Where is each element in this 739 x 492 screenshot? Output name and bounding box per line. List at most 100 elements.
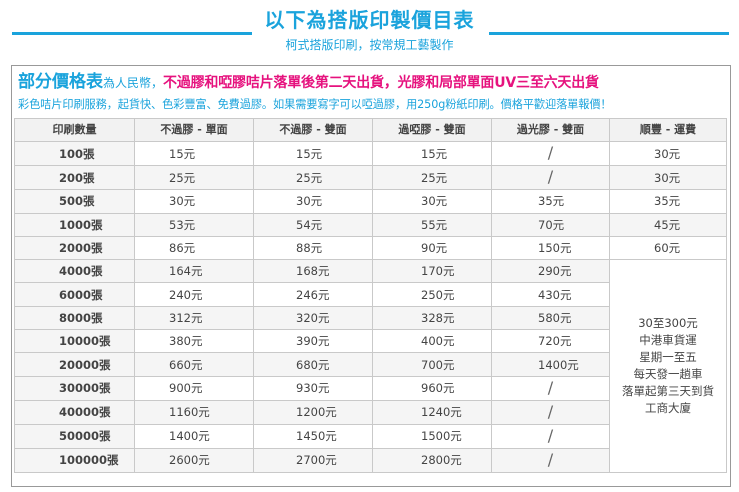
section-title: 部分價格表: [18, 72, 103, 92]
table-row: 2000張 86元 88元 90元 150元 60元: [14, 235, 727, 261]
price-cell: 55元: [372, 212, 492, 237]
price-cell: 25元: [253, 165, 373, 191]
column-header: 順豐 - 運費: [609, 117, 727, 143]
shipping-note-line: 每天發一趟車: [633, 366, 703, 381]
page-header: 以下為搭版印製價目表 柯式搭版印刷，按常規工藝製作: [0, 0, 739, 60]
currency-note: 為人民幣，: [103, 76, 164, 90]
column-header: 印刷數量: [14, 117, 135, 143]
not-available-mark: /: [547, 143, 554, 163]
price-cell: 35元: [491, 189, 610, 214]
price-cell: 164元: [134, 259, 254, 284]
price-cell: 240元: [134, 282, 254, 307]
price-panel: 部分價格表為人民幣，不過膠和啞膠咭片落單後第二天出貨，光膠和局部單面UV三至六天…: [11, 65, 731, 487]
price-cell: 2800元: [372, 447, 492, 473]
price-cell: /: [491, 423, 610, 449]
column-header: 不過膠 - 雙面: [253, 117, 373, 143]
quantity-cell: 100000張: [14, 447, 135, 473]
price-cell: 720元: [491, 329, 610, 354]
price-cell: 960元: [372, 375, 492, 401]
not-available-mark: /: [547, 425, 554, 445]
price-cell: /: [491, 399, 610, 425]
price-table: 印刷數量 不過膠 - 單面 不過膠 - 雙面 過啞膠 - 雙面 過光膠 - 雙面…: [14, 117, 727, 473]
section-heading: 部分價格表為人民幣，不過膠和啞膠咭片落單後第二天出貨，光膠和局部單面UV三至六天…: [18, 71, 599, 94]
table-row: 8000張 312元 320元 328元 580元: [14, 305, 727, 331]
column-header: 不過膠 - 單面: [134, 117, 254, 143]
quantity-cell: 50000張: [14, 423, 135, 449]
price-cell: 700元: [372, 352, 492, 377]
shipping-note-cell: 30至300元 中港車貨運 星期一至五 每天發一趟車 落單起第三天到貨 工商大廈: [609, 259, 727, 473]
price-cell: /: [491, 141, 610, 167]
price-cell: 150元: [491, 235, 610, 261]
price-cell: 1400元: [491, 352, 610, 377]
page-subtitle: 柯式搭版印刷，按常規工藝製作: [285, 38, 454, 52]
quantity-cell: 30000張: [14, 375, 135, 401]
price-cell: 660元: [134, 352, 254, 377]
quantity-cell: 40000張: [14, 399, 135, 425]
price-cell: 400元: [372, 329, 492, 354]
price-cell: 430元: [491, 282, 610, 307]
column-header: 過光膠 - 雙面: [491, 117, 610, 143]
header-rule-right: [489, 32, 729, 35]
price-cell: 54元: [253, 212, 373, 237]
price-cell: 900元: [134, 375, 254, 401]
header-rule-left: [12, 32, 252, 35]
price-cell: 380元: [134, 329, 254, 354]
price-cell: 30元: [253, 189, 373, 214]
price-cell: 25元: [134, 165, 254, 191]
price-cell: 15元: [134, 141, 254, 167]
shipping-cell: 35元: [609, 189, 727, 214]
price-cell: /: [491, 165, 610, 191]
price-cell: 86元: [134, 235, 254, 261]
shipping-cell: 30元: [609, 141, 727, 167]
service-description: 彩色咭片印刷服務，起貨快、色彩豐富、免費過膠。如果需要寫字可以啞過膠，用250g…: [18, 98, 612, 111]
table-row: 4000張 164元 168元 170元 290元 30至300元 中港車貨運 …: [14, 259, 727, 473]
shipping-cell: 60元: [609, 235, 727, 261]
quantity-cell: 2000張: [14, 235, 135, 261]
price-cell: 1400元: [134, 423, 254, 449]
quantity-cell: 500張: [14, 189, 135, 214]
shipping-note-line: 落單起第三天到貨: [622, 383, 714, 398]
not-available-mark: /: [547, 377, 554, 397]
price-cell: 88元: [253, 235, 373, 261]
price-cell: 246元: [253, 282, 373, 307]
price-cell: 1200元: [253, 399, 373, 425]
price-cell: 312元: [134, 305, 254, 331]
table-row: 100000張 2600元 2700元 2800元 /: [14, 447, 727, 473]
price-cell: 320元: [253, 305, 373, 331]
table-row: 200張 25元 25元 25元 / 30元: [14, 165, 727, 191]
price-cell: 25元: [372, 165, 492, 191]
not-available-mark: /: [547, 167, 554, 187]
price-cell: 1500元: [372, 423, 492, 449]
quantity-cell: 8000張: [14, 305, 135, 331]
price-cell: 2700元: [253, 447, 373, 473]
price-cell: 53元: [134, 212, 254, 237]
price-cell: 290元: [491, 259, 610, 284]
column-header: 過啞膠 - 雙面: [372, 117, 492, 143]
price-cell: 30元: [134, 189, 254, 214]
not-available-mark: /: [547, 401, 554, 421]
table-row: 20000張 660元 680元 700元 1400元: [14, 352, 727, 377]
not-available-mark: /: [547, 449, 554, 469]
price-cell: 1450元: [253, 423, 373, 449]
table-row: 1000張 53元 54元 55元 70元 45元: [14, 212, 727, 237]
table-row: 100張 15元 15元 15元 / 30元: [14, 141, 727, 167]
quantity-cell: 200張: [14, 165, 135, 191]
price-cell: 250元: [372, 282, 492, 307]
quantity-cell: 6000張: [14, 282, 135, 307]
table-row: 40000張 1160元 1200元 1240元 /: [14, 399, 727, 425]
price-cell: 15元: [253, 141, 373, 167]
price-cell: 2600元: [134, 447, 254, 473]
delivery-notice: 不過膠和啞膠咭片落單後第二天出貨，光膠和局部單面UV三至六天出貨: [163, 75, 599, 91]
shipping-note-line: 星期一至五: [639, 349, 697, 364]
price-cell: /: [491, 447, 610, 473]
shipping-cell: 45元: [609, 212, 727, 237]
quantity-cell: 100張: [14, 141, 135, 167]
table-header-row: 印刷數量 不過膠 - 單面 不過膠 - 雙面 過啞膠 - 雙面 過光膠 - 雙面…: [14, 117, 727, 143]
price-cell: /: [491, 375, 610, 401]
table-row: 6000張 240元 246元 250元 430元: [14, 282, 727, 307]
shipping-cell: 30元: [609, 165, 727, 191]
price-cell: 680元: [253, 352, 373, 377]
quantity-cell: 20000張: [14, 352, 135, 377]
price-cell: 90元: [372, 235, 492, 261]
shipping-note-line: 中港車貨運: [639, 332, 697, 347]
